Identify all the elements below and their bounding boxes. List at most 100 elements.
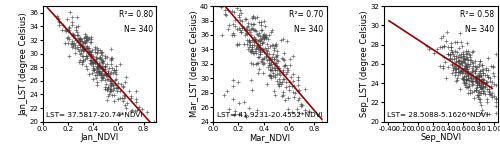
Point — [90, 69, 98, 71]
Point — [78, 45, 86, 47]
Point — [464, 72, 472, 74]
Point — [254, 46, 262, 48]
Point — [96, 63, 104, 66]
Point — [107, 83, 115, 86]
Point — [102, 55, 110, 57]
Point — [457, 59, 465, 62]
Point — [454, 65, 462, 67]
Point — [252, 38, 260, 40]
Point — [87, 51, 95, 53]
Point — [53, 15, 61, 17]
Point — [82, 46, 90, 48]
Point — [104, 78, 112, 80]
Point — [133, 109, 141, 111]
Point — [230, 79, 237, 81]
Point — [68, 42, 76, 44]
Point — [458, 78, 466, 80]
Point — [446, 48, 454, 51]
Point — [456, 32, 464, 35]
Point — [247, 79, 255, 81]
Point — [94, 67, 102, 70]
Point — [440, 61, 448, 64]
Point — [232, 7, 240, 9]
Point — [255, 55, 263, 58]
Point — [96, 73, 104, 76]
Point — [87, 54, 95, 57]
Point — [221, 9, 229, 11]
Point — [236, 113, 244, 115]
Point — [490, 72, 498, 74]
Point — [263, 83, 271, 85]
Point — [268, 28, 276, 31]
Point — [469, 49, 477, 52]
Point — [476, 70, 484, 72]
Point — [256, 48, 264, 51]
Point — [457, 69, 465, 71]
Point — [482, 82, 490, 85]
Point — [278, 78, 286, 80]
Point — [101, 65, 109, 67]
Point — [98, 65, 106, 67]
Point — [256, 48, 264, 50]
Point — [468, 81, 476, 83]
Point — [476, 74, 484, 77]
Y-axis label: Sep_LST (degree Celsius): Sep_LST (degree Celsius) — [360, 10, 369, 117]
Point — [476, 92, 484, 94]
Point — [464, 69, 471, 72]
Point — [272, 43, 280, 45]
Point — [452, 54, 460, 57]
Point — [458, 69, 466, 72]
Point — [476, 65, 484, 67]
Point — [230, 34, 238, 36]
Point — [461, 58, 469, 60]
Point — [463, 68, 471, 71]
Point — [107, 57, 115, 59]
Point — [270, 58, 278, 60]
Point — [258, 29, 266, 31]
Point — [468, 70, 476, 73]
Point — [254, 62, 262, 65]
Point — [234, 2, 242, 4]
Point — [103, 78, 111, 80]
Point — [271, 62, 279, 64]
Point — [244, 22, 252, 25]
Point — [268, 76, 276, 79]
Point — [230, 2, 237, 4]
Point — [462, 67, 469, 70]
Point — [64, 28, 72, 31]
Point — [476, 101, 484, 103]
Point — [248, 50, 256, 53]
Point — [468, 50, 476, 53]
Point — [98, 58, 106, 61]
Point — [96, 66, 104, 68]
Point — [264, 47, 272, 49]
Point — [462, 86, 469, 88]
Point — [457, 56, 465, 58]
Point — [254, 56, 262, 58]
Point — [71, 47, 79, 49]
Point — [281, 64, 289, 67]
Point — [121, 81, 129, 83]
Point — [459, 71, 467, 73]
Point — [231, 113, 239, 116]
Point — [234, 14, 242, 17]
Point — [459, 51, 467, 53]
Point — [271, 67, 279, 70]
Point — [98, 60, 106, 62]
Point — [86, 37, 94, 39]
Point — [250, 23, 258, 25]
Point — [97, 66, 105, 68]
Point — [471, 80, 479, 82]
Point — [454, 56, 462, 58]
Point — [81, 32, 89, 35]
Point — [466, 73, 474, 75]
Point — [477, 79, 485, 82]
Point — [466, 79, 473, 81]
Point — [240, 101, 248, 104]
Point — [464, 74, 472, 77]
Point — [78, 52, 86, 55]
Point — [256, 35, 264, 37]
Point — [272, 55, 280, 57]
Point — [96, 49, 104, 51]
Point — [248, 89, 256, 92]
